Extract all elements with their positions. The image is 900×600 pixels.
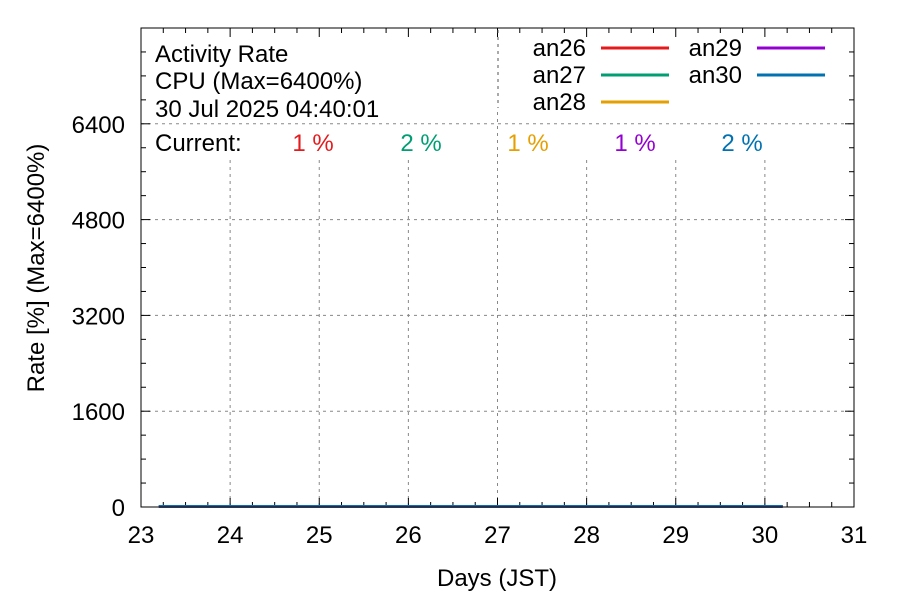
current-value-an26: 1 % [292,130,333,157]
x-tick-label: 23 [128,522,155,549]
y-tick-label: 4800 [72,208,125,235]
current-value-an30: 2 % [721,130,762,157]
legend-label-an27: an27 [533,62,586,89]
current-value-an27: 2 % [400,130,441,157]
y-axis-label: Rate [%] (Max=6400%) [23,144,50,393]
current-value-an29: 1 % [614,130,655,157]
x-tick-label: 26 [395,522,422,549]
legend-label-an30: an30 [689,62,742,89]
legend-label-an28: an28 [533,89,586,116]
x-tick-label: 31 [841,522,868,549]
x-tick-label: 29 [662,522,689,549]
tick-labels: 23 24 25 26 27 28 29 30 31 0 1600 3200 4800 6400 [72,112,868,549]
grid [141,112,854,507]
x-tick-label: 30 [752,522,779,549]
y-tick-label: 3200 [72,303,125,330]
y-tick-label: 1600 [72,399,125,426]
current-values: 1 % 2 % 1 % 1 % 2 % [292,130,762,157]
plot-frame [140,27,855,508]
info-subtitle: CPU (Max=6400%) [155,68,362,95]
x-axis-label: Days (JST) [437,565,557,592]
x-tick-label: 28 [573,522,600,549]
x-tick-label: 25 [306,522,333,549]
info-title: Activity Rate [155,41,288,68]
y-tick-label: 0 [112,495,125,522]
legend-label-an26: an26 [533,35,586,62]
current-label: Current: [155,130,242,157]
x-tick-label: 27 [484,522,511,549]
y-tick-label: 6400 [72,112,125,139]
current-value-an28: 1 % [507,130,548,157]
info-timestamp: 30 Jul 2025 04:40:01 [155,96,379,123]
legend-label-an29: an29 [689,35,742,62]
x-tick-label: 24 [217,522,244,549]
